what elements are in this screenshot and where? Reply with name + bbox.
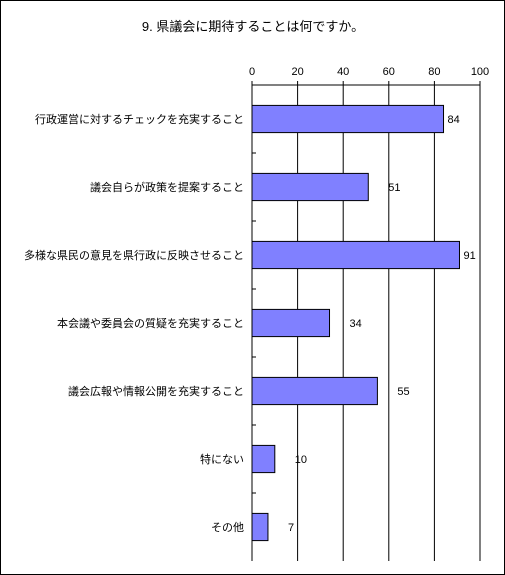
x-tick-label-40: 40 <box>337 66 349 78</box>
bar-5 <box>251 444 276 474</box>
category-label-3: 本会議や委員会の質疑を充実すること <box>57 316 244 330</box>
bar-4 <box>251 376 378 406</box>
category-label-0: 行政運営に対するチェックを充実すること <box>35 112 244 126</box>
axes <box>251 84 480 561</box>
value-label-1: 51 <box>388 182 400 194</box>
x-tick-label-20: 20 <box>291 66 303 78</box>
value-label-6: 7 <box>288 522 294 534</box>
category-label-1: 議会自らが政策を提案すること <box>90 180 244 194</box>
x-axis-ticks: 0 20 40 60 80 100 <box>249 66 489 85</box>
bar-1 <box>251 172 369 202</box>
value-label-3: 34 <box>350 318 362 330</box>
value-labels: 84 51 91 34 55 10 7 <box>288 114 476 534</box>
value-label-2: 91 <box>463 250 475 262</box>
gridlines <box>297 85 481 561</box>
category-label-5: 特にない <box>200 452 244 466</box>
category-labels: 行政運営に対するチェックを充実すること議会自らが政策を提案すること多様な県民の意… <box>24 112 244 534</box>
value-label-0: 84 <box>448 114 460 126</box>
chart-title: 9. 県議会に期待することは何ですか。 <box>142 19 364 34</box>
x-tick-label-0: 0 <box>249 66 255 78</box>
bar-2 <box>251 240 460 270</box>
bar-6 <box>251 512 269 542</box>
x-tick-label-60: 60 <box>383 66 395 78</box>
bar-3 <box>251 308 331 338</box>
category-label-4: 議会広報や情報公開を充実すること <box>68 384 244 398</box>
x-tick-label-100: 100 <box>471 66 489 78</box>
value-label-4: 55 <box>397 386 409 398</box>
category-label-6: その他 <box>211 521 244 534</box>
value-label-5: 10 <box>295 454 307 466</box>
bar-0 <box>251 104 445 134</box>
category-label-2: 多様な県民の意見を県行政に反映させること <box>24 248 244 262</box>
x-tick-label-80: 80 <box>428 66 440 78</box>
